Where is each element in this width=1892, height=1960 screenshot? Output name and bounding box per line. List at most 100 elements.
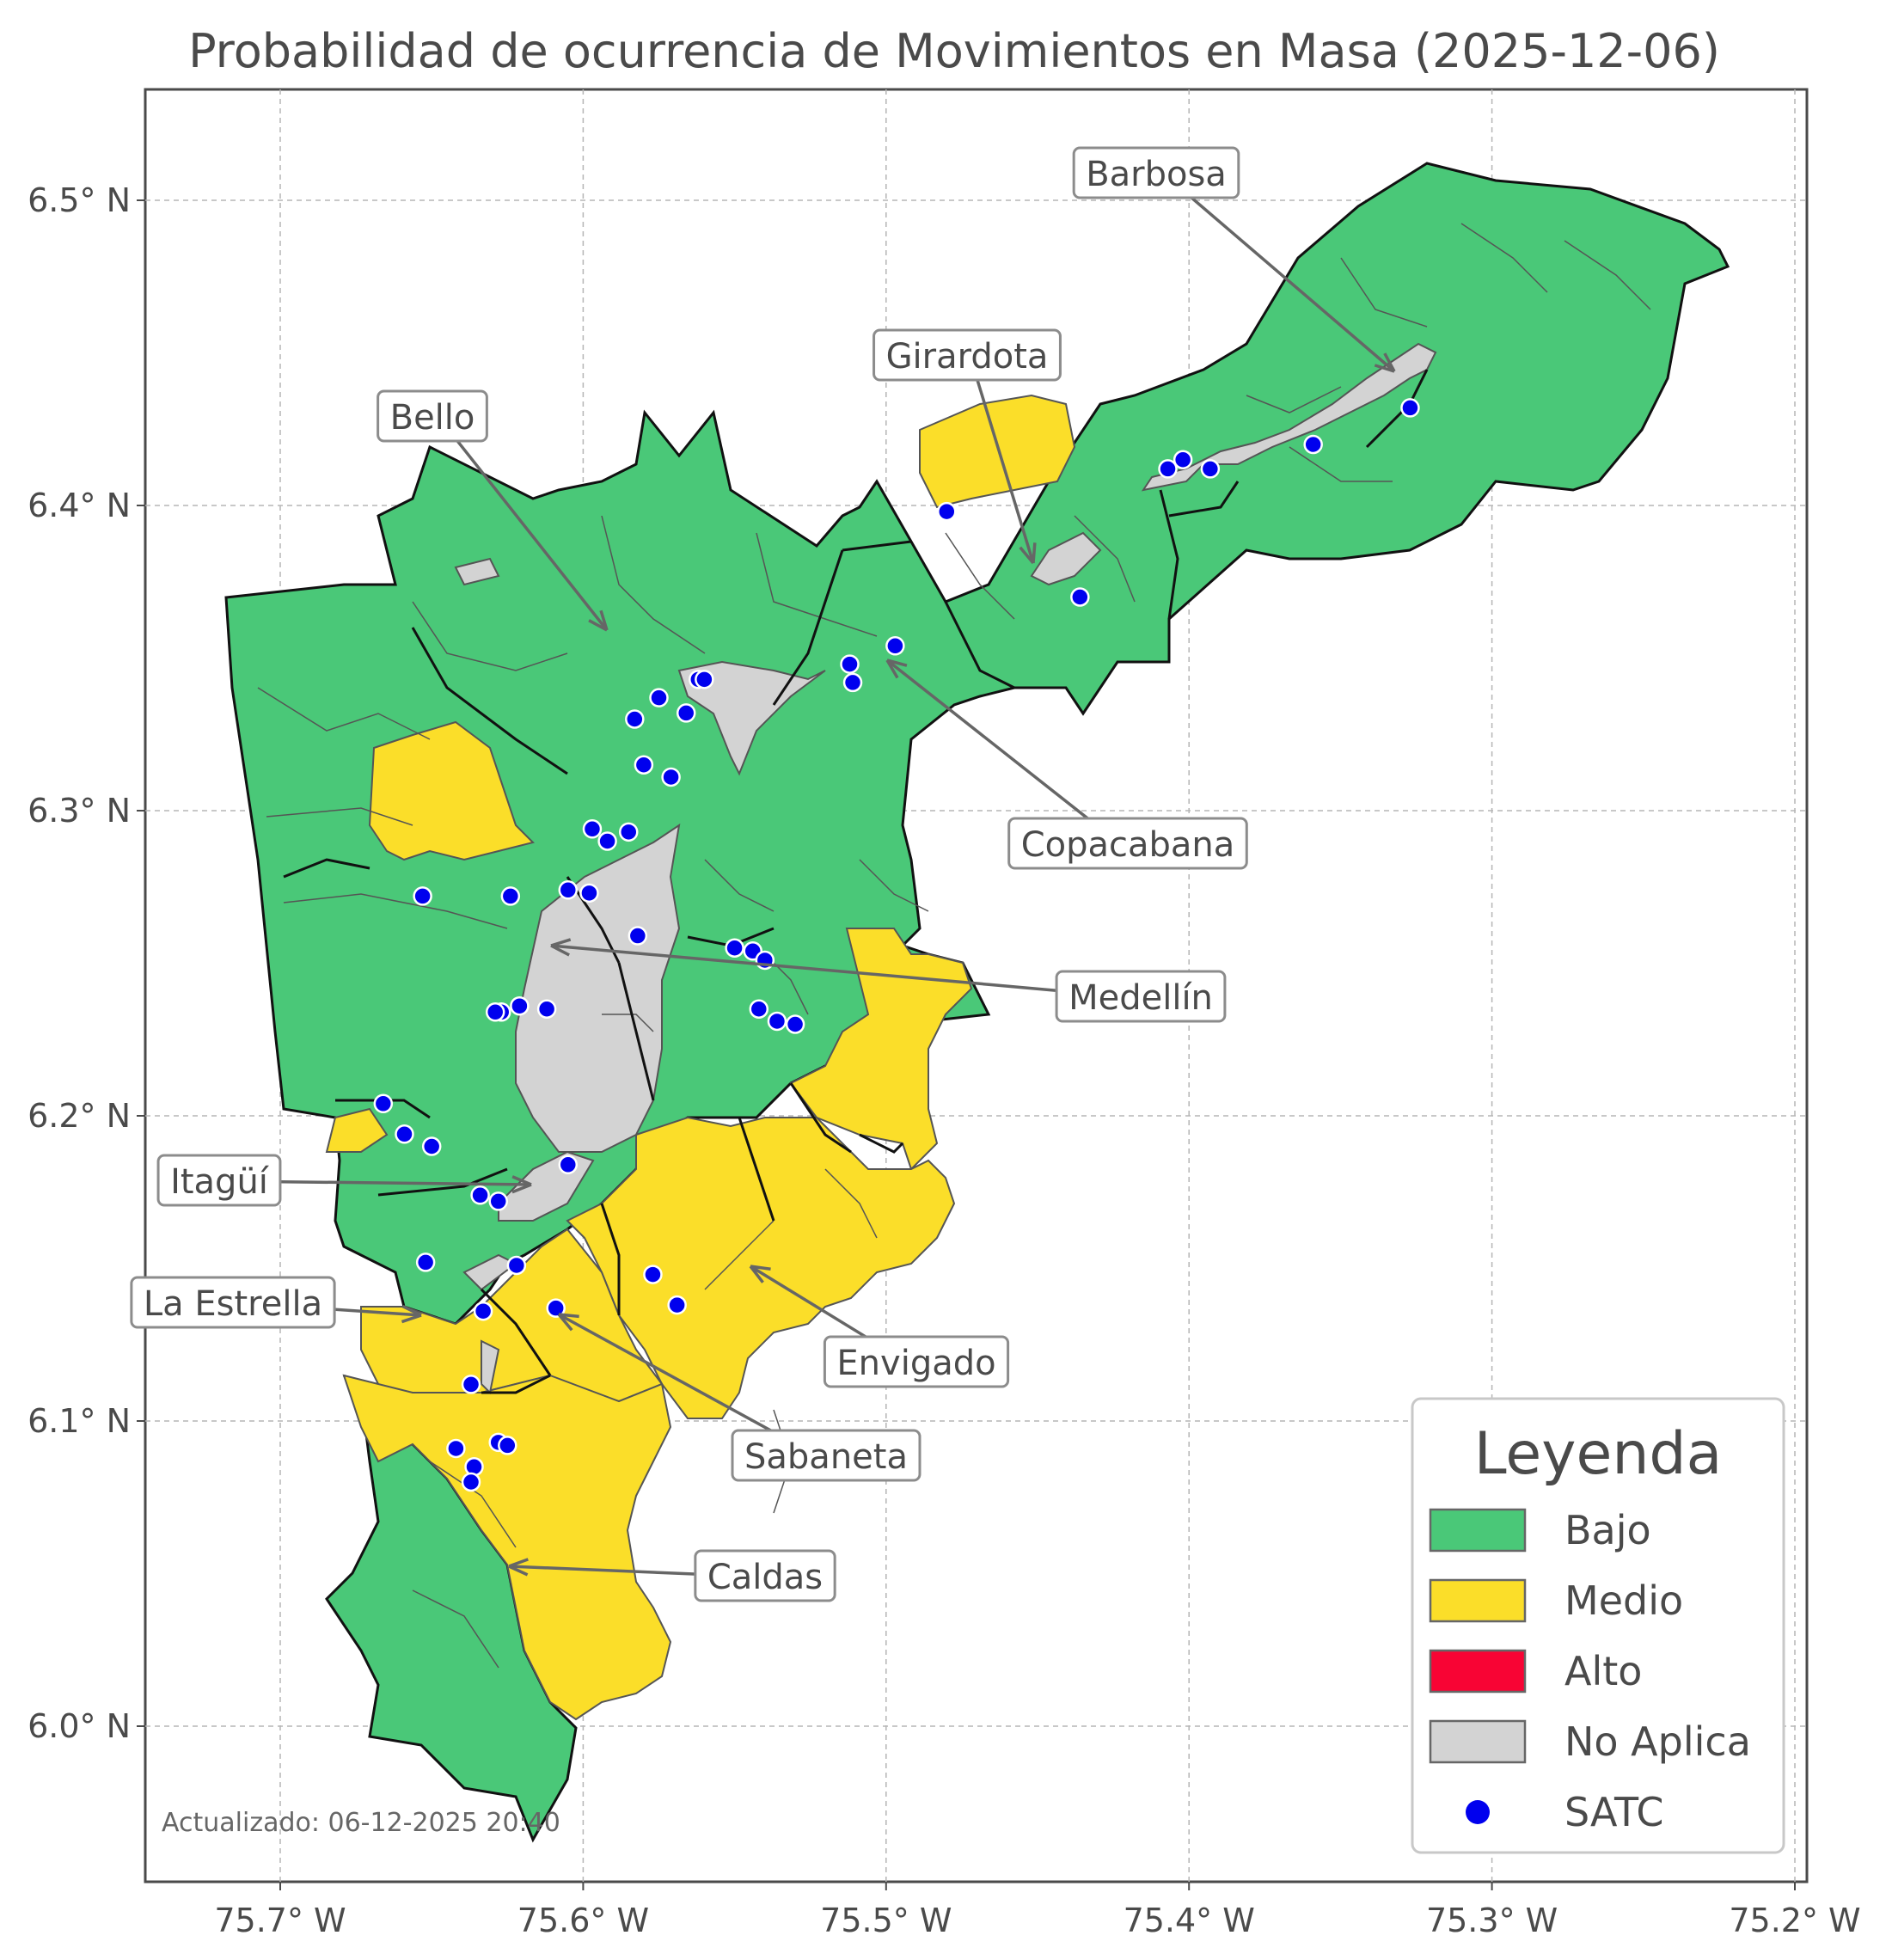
annotation-sabaneta: Sabaneta — [557, 1313, 922, 1482]
annotation-label: Barbosa — [1086, 155, 1227, 194]
x-tick-label: 75.3° W — [1426, 1902, 1558, 1939]
y-tick-label: 6.4° N — [28, 487, 131, 524]
annotation-arrow — [253, 1179, 532, 1186]
satc-station-marker — [661, 767, 681, 787]
legend-item-no-aplica: No Aplica — [1429, 1718, 1751, 1765]
legend-label: No Aplica — [1564, 1718, 1751, 1765]
legend-label: Alto — [1564, 1648, 1642, 1694]
annotation-arrowhead — [588, 609, 609, 632]
municipal-borders — [283, 369, 1429, 1394]
annotation-box — [156, 1154, 282, 1207]
satc-station-marker — [488, 1191, 508, 1211]
annotation-arrowhead — [550, 938, 572, 957]
annotation-label: Envigado — [836, 1344, 995, 1383]
annotation-box — [731, 1429, 922, 1482]
y-tick-labels: 6.5° N 6.4° N 6.3° N 6.2° N 6.1° N 6.0° N — [28, 181, 145, 1745]
y-tick-label: 6.2° N — [28, 1097, 131, 1135]
annotation-arrowhead — [1374, 352, 1396, 373]
satc-station-marker — [485, 1002, 505, 1022]
annotation-arrow — [976, 380, 1035, 564]
annotation-label: Caldas — [707, 1558, 823, 1597]
x-tick-label: 75.2° W — [1729, 1902, 1860, 1939]
satc-station-marker — [446, 1438, 466, 1459]
annotation-barbosa: Barbosa — [1072, 146, 1396, 373]
satc-station-marker — [373, 1093, 394, 1114]
legend-item-medio: Medio — [1429, 1577, 1683, 1624]
legend-swatch — [1429, 1578, 1527, 1623]
satc-station-marker — [498, 1436, 517, 1455]
y-tick-label: 6.3° N — [28, 792, 131, 830]
annotation-arrow — [550, 944, 1107, 997]
satc-station-marker — [597, 831, 617, 851]
annotation-arrowhead — [401, 1305, 422, 1324]
annotation-label: La Estrella — [144, 1284, 322, 1324]
annotation-copacabana: Copacabana — [885, 658, 1248, 870]
annotation-arrowhead — [749, 1265, 771, 1283]
satc-station-marker — [582, 819, 603, 839]
annotation-girardota: Girardota — [873, 328, 1062, 565]
satc-station-marker — [937, 501, 957, 522]
satc-station-marker — [649, 688, 669, 707]
satc-station-marker — [1200, 459, 1221, 479]
legend-label: Bajo — [1564, 1507, 1651, 1553]
y-tick-label: 6.0° N — [28, 1707, 131, 1745]
region-no-aplica — [454, 342, 1437, 1395]
map-title: Probabilidad de ocurrencia de Movimiento… — [188, 24, 1720, 78]
annotation-box — [1007, 817, 1248, 870]
annotation-arrow — [1181, 188, 1396, 373]
satc-station-marker — [767, 1011, 787, 1032]
annotation-label: Itagüí — [170, 1162, 270, 1202]
legend: Leyenda Bajo Medio Alto No Aplica SATC — [1411, 1397, 1785, 1854]
annotation-la-estrella: La Estrella — [130, 1276, 422, 1329]
satc-station-marker — [625, 709, 645, 729]
legend-swatch — [1429, 1719, 1527, 1764]
satc-station-marker — [785, 1014, 805, 1034]
annotation-arrow — [452, 436, 609, 632]
satc-station-marker — [885, 636, 905, 656]
y-tick-label: 6.1° N — [28, 1402, 131, 1440]
satc-station-marker — [500, 886, 521, 906]
annotation-box — [873, 328, 1062, 382]
annotation-arrowhead — [1019, 542, 1037, 565]
y-tick-label: 6.5° N — [28, 181, 131, 219]
satc-station-marker — [473, 1301, 493, 1321]
satc-station-marker — [395, 1124, 414, 1144]
satc-station-marker — [842, 672, 863, 693]
annotation-label: Medellín — [1068, 978, 1213, 1018]
x-tick-label: 75.6° W — [517, 1902, 649, 1939]
annotation-arrow — [885, 658, 1102, 830]
satc-station-marker — [461, 1472, 481, 1492]
satc-station-marker — [461, 1375, 481, 1394]
satc-station-marker — [676, 703, 696, 723]
annotation-label: Girardota — [886, 337, 1049, 377]
satc-station-marker — [470, 1185, 490, 1205]
satc-station-marker — [536, 999, 557, 1019]
annotation-arrowhead — [511, 1175, 532, 1194]
annotation-label: Bello — [390, 398, 475, 438]
annotation-box — [130, 1276, 336, 1329]
x-tick-label: 75.7° W — [214, 1902, 346, 1939]
legend-item-alto: Alto — [1429, 1648, 1642, 1694]
annotation-itag-: Itagüí — [156, 1154, 532, 1207]
legend-item-satc: SATC — [1466, 1789, 1663, 1835]
legend-label: SATC — [1564, 1789, 1663, 1835]
satc-station-marker — [506, 1255, 527, 1276]
legend-label: Medio — [1564, 1577, 1683, 1624]
x-tick-label: 75.4° W — [1124, 1902, 1255, 1939]
satc-station-marker — [667, 1295, 687, 1315]
annotation-caldas: Caldas — [508, 1549, 836, 1602]
subdivision-lines — [257, 223, 1651, 1669]
annotation-box — [377, 389, 488, 443]
annotation-label: Sabaneta — [744, 1437, 908, 1477]
satc-station-marker — [1303, 434, 1323, 455]
satc-station-marker — [628, 926, 648, 946]
satc-station-marker — [546, 1298, 566, 1318]
satc-station-marker — [510, 995, 530, 1016]
satc-station-marker — [1400, 398, 1420, 418]
place-annotations: Barbosa Girardota Bello Copacabana Medellín I… — [130, 146, 1396, 1602]
satc-station-marker — [840, 654, 860, 674]
annotation-arrow — [558, 1313, 797, 1446]
legend-swatch — [1429, 1508, 1527, 1553]
satc-station-marker — [579, 883, 599, 903]
satc-station-marker — [695, 670, 714, 689]
